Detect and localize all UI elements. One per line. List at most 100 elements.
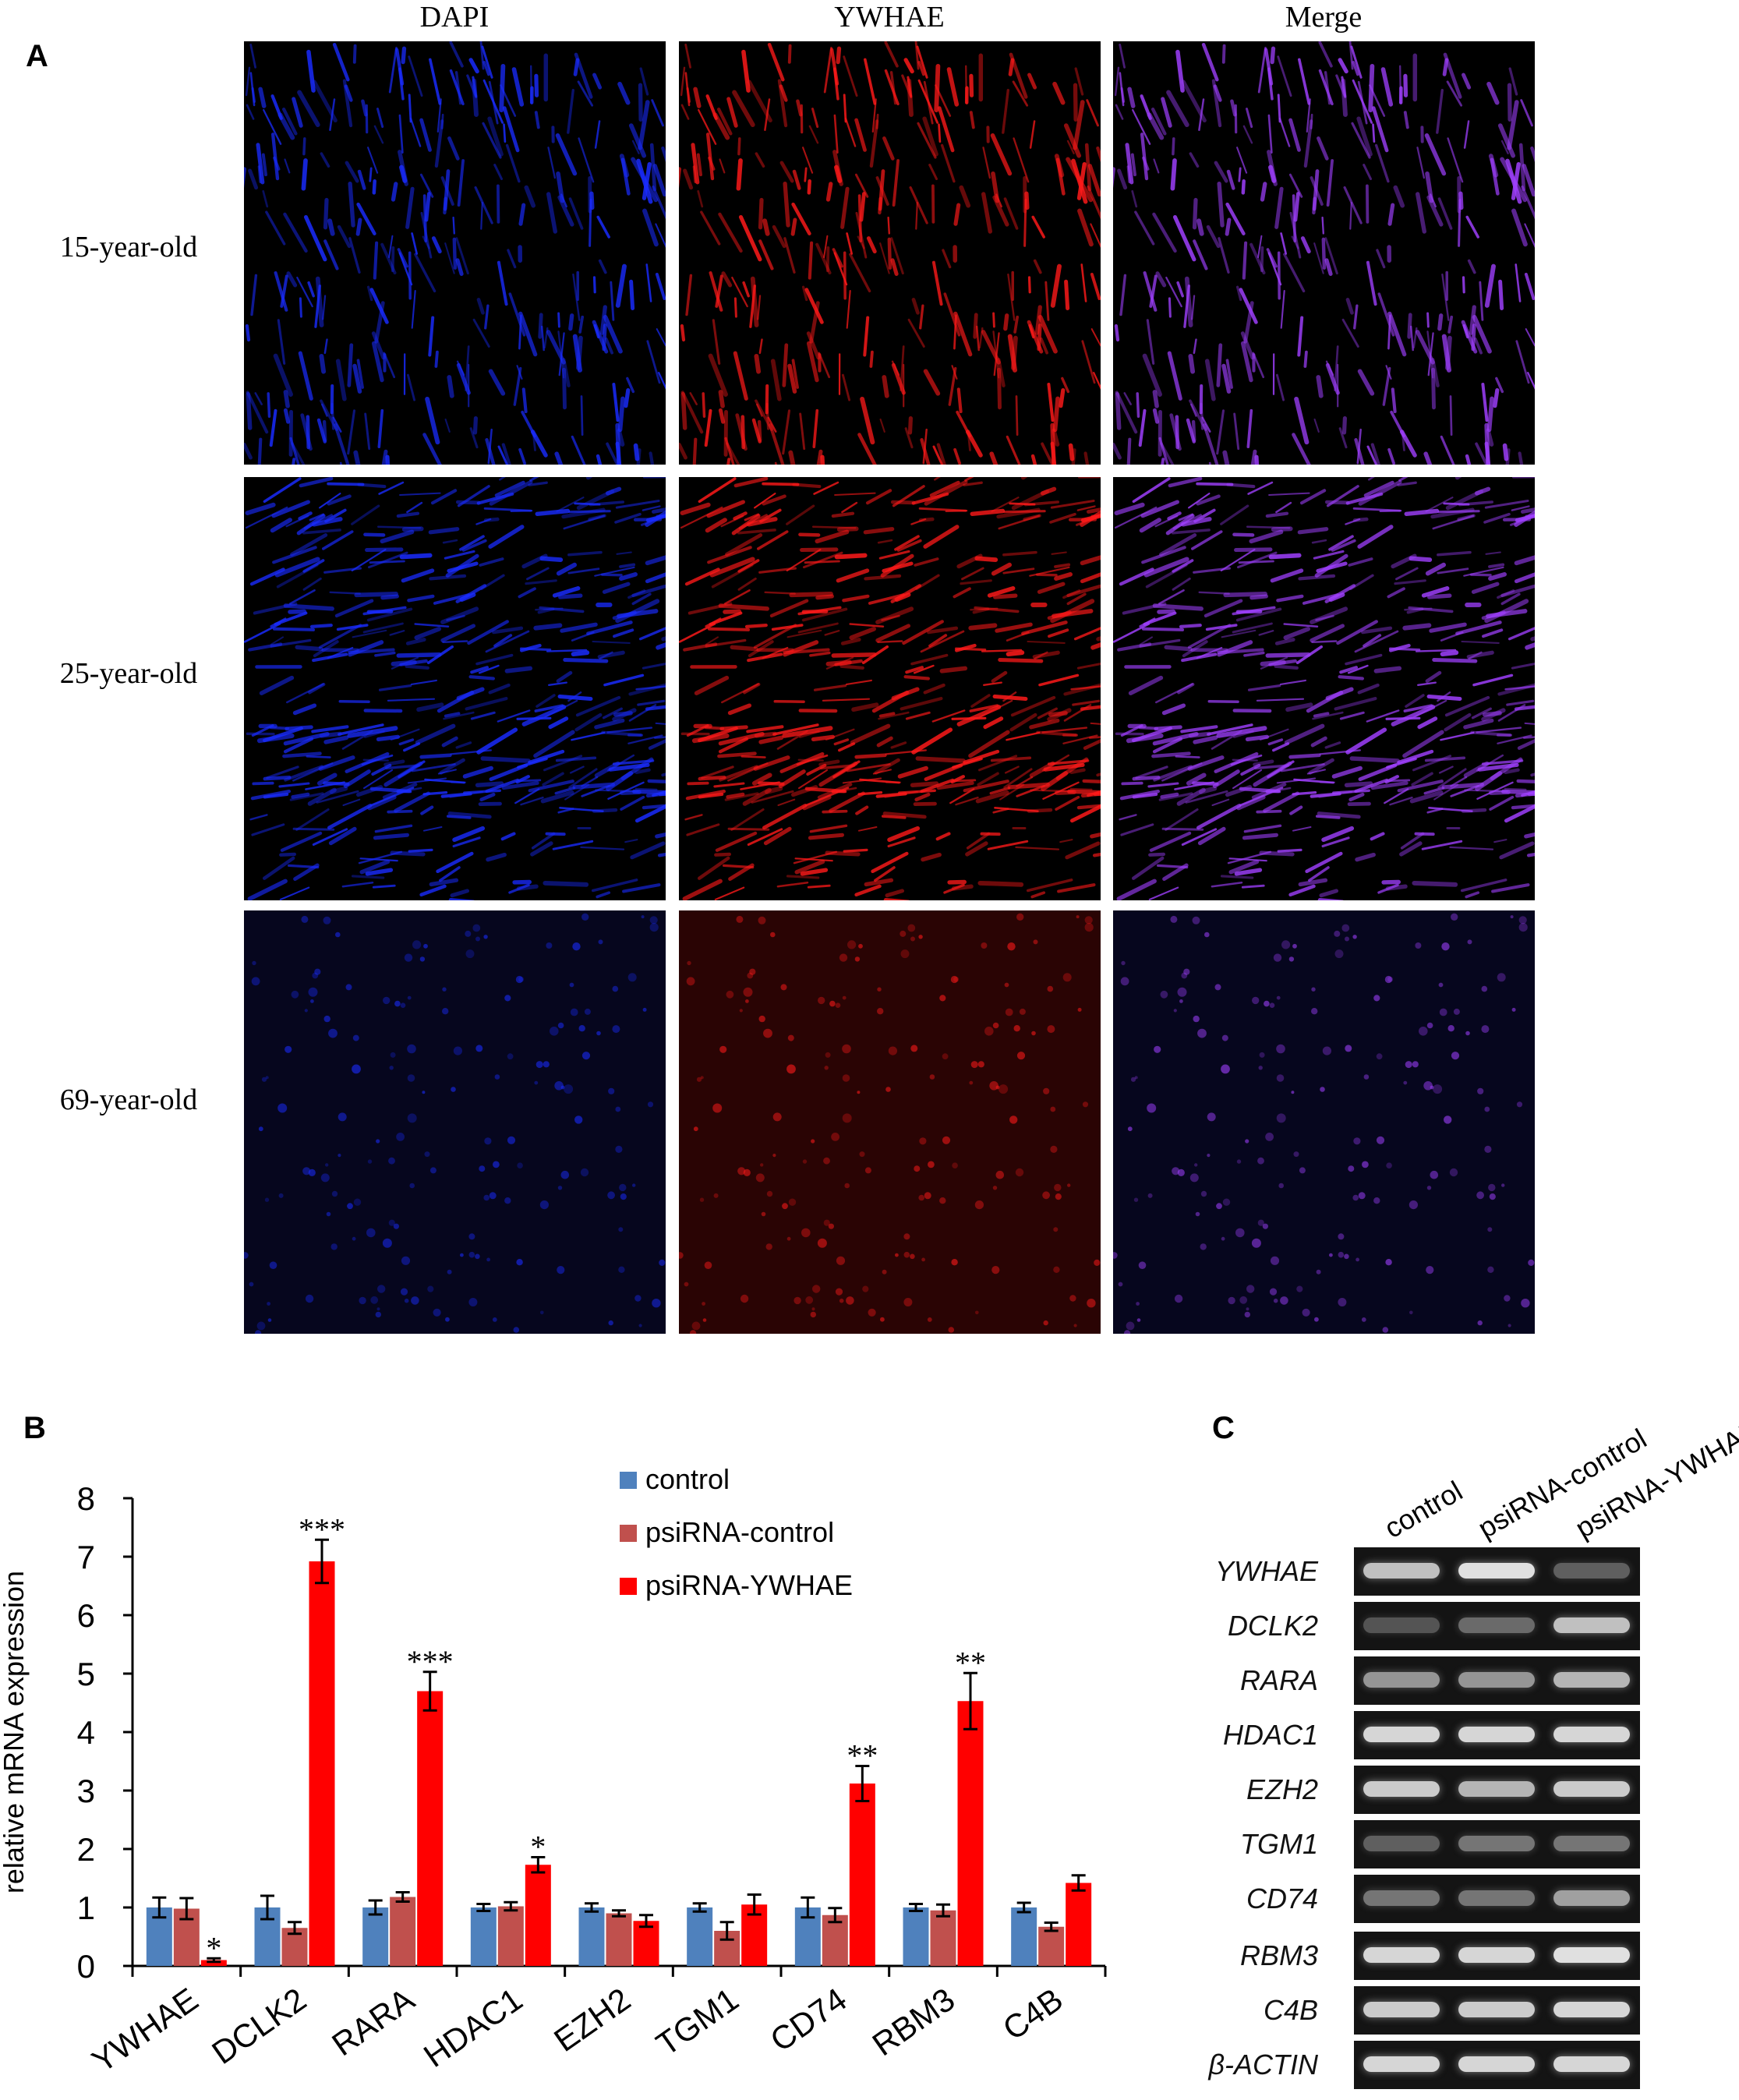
gel-band (1458, 1672, 1535, 1688)
bar-control-tgm1 (687, 1907, 713, 1966)
bar-control-hdac1 (470, 1907, 497, 1966)
gel-row (1354, 1766, 1640, 1814)
gel-band (1458, 1890, 1535, 1906)
error-bar (207, 1957, 221, 1964)
legend-swatch (620, 1525, 637, 1542)
column-header-dapi: DAPI (419, 1, 490, 34)
micrograph-merge-25 (1113, 477, 1535, 900)
gel-band (1363, 1672, 1440, 1688)
gel-row (1354, 2041, 1640, 2089)
panel-b-letter: B (23, 1411, 46, 1445)
micrograph-merge-69 (1113, 910, 1535, 1334)
gel-band (1553, 1672, 1630, 1688)
gel-row (1354, 1820, 1640, 1868)
gel-gene-label: HDAC1 (1222, 1719, 1318, 1751)
legend-label: psiRNA-control (645, 1516, 834, 1548)
gel-gene-label: TGM1 (1239, 1828, 1318, 1860)
significance-label: ** (847, 1738, 878, 1773)
error-bar (612, 1909, 626, 1918)
bar-psirna-ywhae-dclk2 (309, 1561, 335, 1966)
error-bar (855, 1765, 870, 1802)
gel-band (1553, 1890, 1630, 1906)
gel-band (1363, 1727, 1440, 1742)
gel-band (1458, 1836, 1535, 1851)
gel-band (1363, 2056, 1440, 2072)
legend-label: psiRNA-YWHAE (645, 1569, 853, 1601)
x-tick-label-tgm1: TGM1 (649, 1981, 745, 2063)
panel-a-letter: A (26, 39, 48, 73)
y-tick-label: 2 (77, 1831, 95, 1868)
bar-control-rara (362, 1907, 389, 1966)
row-label-15-year-old: 15-year-old (59, 231, 198, 263)
gel-band (1553, 1727, 1630, 1742)
y-tick-label: 0 (77, 1948, 95, 1985)
bar-psirna-ywhae-cd74 (849, 1784, 875, 1966)
y-axis-title: relative mRNA expression (0, 1571, 30, 1893)
error-bar (1071, 1874, 1086, 1892)
y-tick-label: 8 (77, 1480, 95, 1517)
bar-psirna-control-rara (390, 1897, 416, 1966)
row-label-25-year-old: 25-year-old (59, 657, 198, 690)
gel-band (1363, 1947, 1440, 1963)
x-tick-label-ezh2: EZH2 (547, 1981, 637, 2059)
micrograph-ywhae-15 (679, 41, 1101, 465)
error-bar (422, 1670, 437, 1712)
gel-row (1354, 1986, 1640, 2035)
bar-psirna-control-hdac1 (497, 1906, 524, 1966)
gel-band (1363, 1563, 1440, 1579)
column-header-merge: Merge (1285, 1, 1363, 34)
gel-row (1354, 1932, 1640, 1980)
x-tick-label-rara: RARA (325, 1981, 421, 2063)
bar-psirna-ywhae-hdac1 (525, 1865, 551, 1966)
error-bar (936, 1903, 950, 1918)
gel-band (1458, 2002, 1535, 2017)
error-bar (828, 1907, 843, 1924)
error-bar (504, 1900, 518, 1912)
error-bar (747, 1893, 762, 1916)
gel-row (1354, 1656, 1640, 1705)
legend-swatch (620, 1472, 637, 1489)
y-tick-label: 6 (77, 1597, 95, 1634)
error-bar (476, 1903, 491, 1912)
error-bar (179, 1897, 194, 1921)
gel-band (1363, 1781, 1440, 1797)
significance-label: *** (407, 1644, 454, 1679)
micrograph-dapi-25 (244, 477, 666, 900)
bar-psirna-control-rbm3 (930, 1910, 956, 1966)
gel-band (1363, 1836, 1440, 1851)
error-bar (692, 1902, 707, 1913)
gel-band (1458, 1727, 1535, 1742)
gel-gene-label: β-ACTIN (1208, 2049, 1318, 2081)
significance-label: *** (299, 1511, 345, 1547)
bar-psirna-control-c4b (1038, 1926, 1065, 1966)
row-label-69-year-old: 69-year-old (59, 1084, 198, 1116)
bar-control-rbm3 (903, 1907, 929, 1966)
gel-band (1553, 2002, 1630, 2017)
y-tick-label: 1 (77, 1890, 95, 1926)
error-bar (1044, 1921, 1059, 1932)
y-tick-label: 7 (77, 1539, 95, 1575)
error-bar (315, 1538, 329, 1585)
gel-row (1354, 1547, 1640, 1596)
error-bar (531, 1856, 546, 1874)
legend-label: control (645, 1463, 730, 1495)
gel-band (1458, 1781, 1535, 1797)
error-bar (395, 1891, 410, 1903)
error-bar (152, 1896, 167, 1919)
gel-band (1458, 2056, 1535, 2072)
gel-gene-label: RBM3 (1239, 1939, 1318, 1971)
x-tick-label-hdac1: HDAC1 (417, 1981, 529, 2074)
bar-psirna-control-ezh2 (606, 1913, 632, 1966)
significance-label: * (206, 1930, 221, 1965)
bar-psirna-ywhae-rbm3 (957, 1701, 984, 1966)
y-tick-label: 5 (77, 1656, 95, 1692)
gel-band (1363, 2002, 1440, 2017)
gel-band (1458, 1563, 1535, 1579)
error-bar (639, 1914, 653, 1929)
error-bar (585, 1902, 599, 1913)
gel-band (1553, 1947, 1630, 1963)
micrograph-dapi-15 (244, 41, 666, 465)
error-bar (963, 1671, 977, 1731)
gel-band (1363, 1890, 1440, 1906)
gel-gene-label: YWHAE (1214, 1555, 1318, 1587)
